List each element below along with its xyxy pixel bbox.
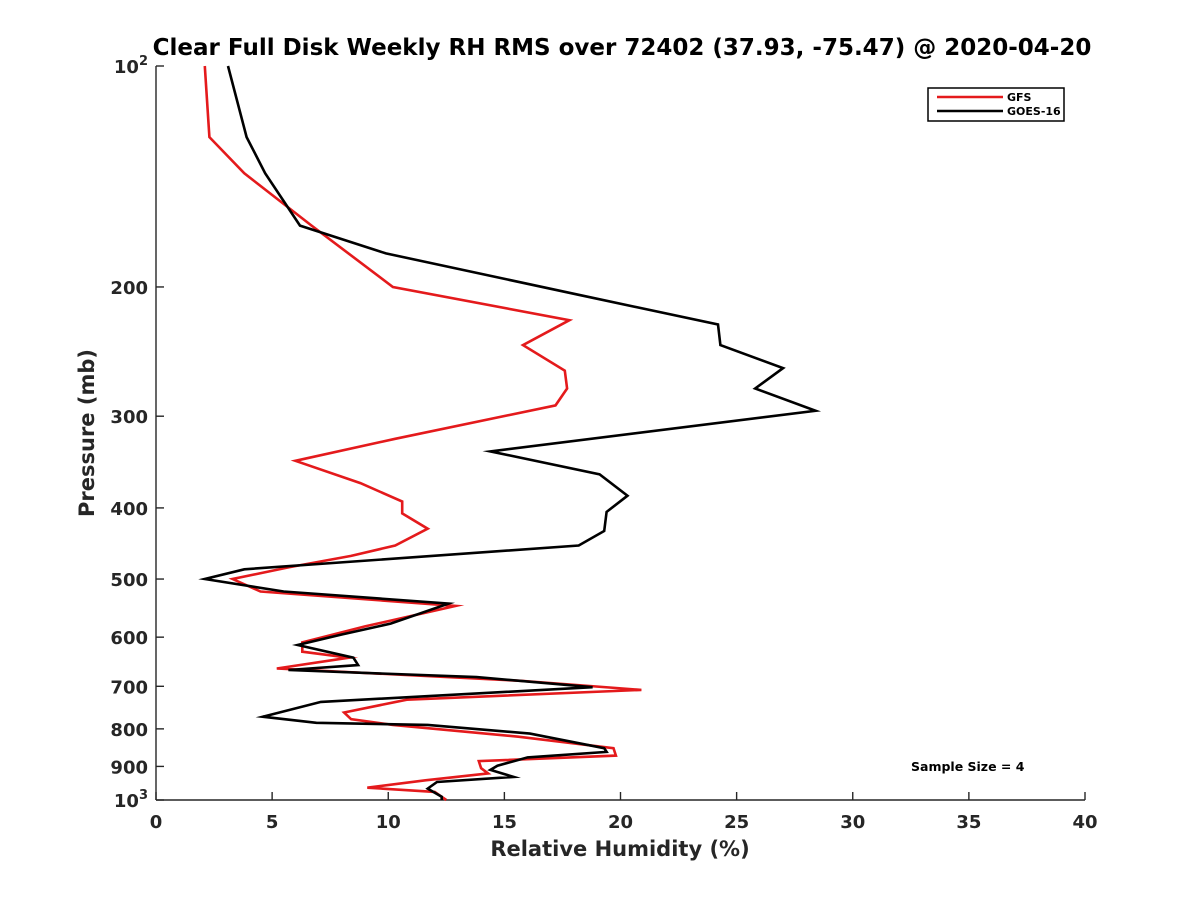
x-ticks: 0 5 10 15 20 25 30 35 40 [150, 792, 1098, 833]
x-tick-label: 10 [376, 812, 401, 833]
series-line-goes16 [198, 65, 822, 800]
y-axis-label: Pressure (mb) [75, 349, 99, 517]
y-tick-label: 700 [110, 677, 148, 698]
sample-size-annotation: Sample Size = 4 [911, 759, 1025, 774]
y-tick-base: 800 [110, 720, 148, 741]
y-tick-label: 300 [110, 407, 148, 428]
x-axis-label: Relative Humidity (%) [490, 837, 749, 861]
x-tick-label: 25 [724, 812, 749, 833]
x-tick-label: 40 [1072, 812, 1097, 833]
y-tick-base: 10 [114, 791, 139, 812]
y-tick-base: 10 [114, 57, 139, 78]
y-tick-base: 900 [110, 757, 148, 778]
series-line-gfs [203, 65, 642, 802]
y-tick-base: 300 [110, 407, 148, 428]
y-tick-base: 400 [110, 499, 148, 520]
y-tick-base: 500 [110, 570, 148, 591]
y-tick-label: 600 [110, 628, 148, 649]
x-tick-label: 15 [492, 812, 517, 833]
legend-label-goes16: GOES-16 [1007, 105, 1061, 118]
legend-label-gfs: GFS [1007, 91, 1032, 104]
x-tick-label: 35 [956, 812, 981, 833]
y-tick-label: 200 [110, 278, 148, 299]
series-layer [198, 65, 822, 802]
y-tick-base: 200 [110, 278, 148, 299]
y-tick-label: 800 [110, 720, 148, 741]
x-tick-label: 0 [150, 812, 163, 833]
y-tick-exponent: 3 [139, 788, 148, 803]
y-tick-label: 900 [110, 757, 148, 778]
legend: GFS GOES-16 [927, 87, 1065, 122]
y-tick-label: 500 [110, 570, 148, 591]
chart-title: Clear Full Disk Weekly RH RMS over 72402… [153, 35, 1092, 61]
y-tick-base: 700 [110, 677, 148, 698]
x-tick-label: 5 [266, 812, 279, 833]
legend-box [927, 87, 1065, 122]
y-tick-label: 102 [114, 54, 148, 78]
x-tick-label: 30 [840, 812, 865, 833]
y-tick-label: 103 [114, 788, 148, 812]
y-tick-exponent: 2 [139, 54, 148, 69]
y-tick-base: 600 [110, 628, 148, 649]
x-tick-label: 20 [608, 812, 633, 833]
y-tick-label: 400 [110, 499, 148, 520]
